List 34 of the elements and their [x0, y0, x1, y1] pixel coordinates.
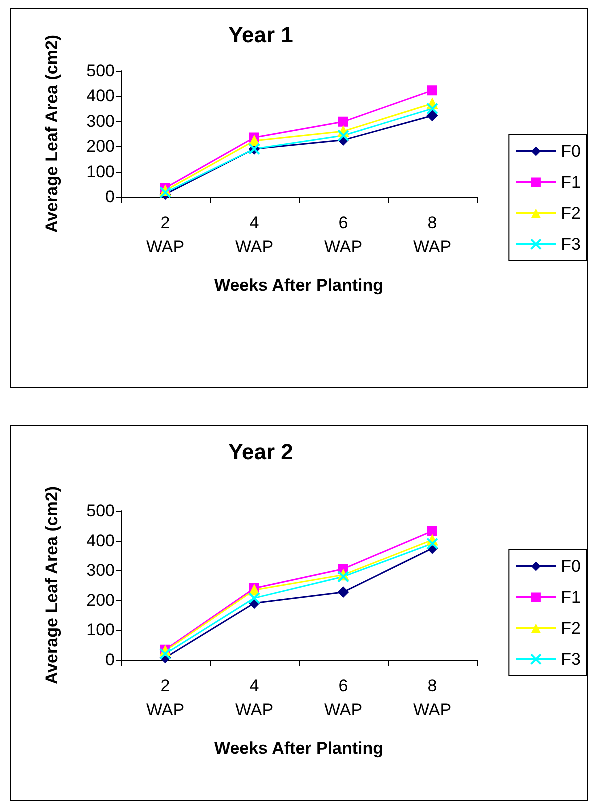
y-tick-label: 300: [86, 112, 115, 131]
y-tick-label: 0: [106, 650, 115, 670]
x-axis-title: Weeks After Planting: [214, 276, 384, 295]
y-tick-label: 200: [86, 590, 115, 610]
y-tick-label: 100: [86, 620, 115, 640]
legend-label: F3: [561, 650, 582, 669]
legend-label: F3: [561, 235, 582, 254]
y-tick-label: 500: [86, 62, 115, 80]
y-tick-label: 400: [86, 531, 115, 550]
y-tick-label: 0: [106, 188, 115, 206]
y-tick-label: 100: [86, 162, 115, 182]
chart-title: Year 2: [228, 440, 294, 464]
x-tick-label: 4 WAP: [235, 676, 274, 720]
y-axis-title: Average Leaf Area (cm2): [42, 486, 62, 685]
x-tick-label: 2 WAP: [146, 214, 185, 256]
legend-label: F0: [561, 557, 582, 576]
x-tick-label: 2 WAP: [146, 676, 185, 720]
y-tick-label: 500: [86, 502, 115, 520]
legend-label: F2: [561, 619, 582, 638]
legend-label: F0: [561, 142, 582, 161]
x-axis-title: Weeks After Planting: [214, 739, 384, 758]
legend-label: F1: [561, 588, 582, 607]
y-tick-label: 200: [86, 137, 115, 156]
x-tick-label: 6 WAP: [324, 214, 363, 256]
x-tick-label: 8 WAP: [413, 676, 452, 720]
x-tick-label: 4 WAP: [235, 214, 274, 256]
chart-title: Year 1: [228, 22, 294, 48]
y-tick-label: 400: [86, 86, 115, 106]
legend-label: F1: [561, 173, 582, 192]
x-tick-label: 8 WAP: [413, 214, 452, 256]
x-tick-label: 6 WAP: [324, 676, 363, 720]
legend-label: F2: [561, 204, 582, 223]
y-tick-label: 300: [86, 561, 115, 580]
y-axis-title: Average Leaf Area (cm2): [42, 34, 62, 234]
